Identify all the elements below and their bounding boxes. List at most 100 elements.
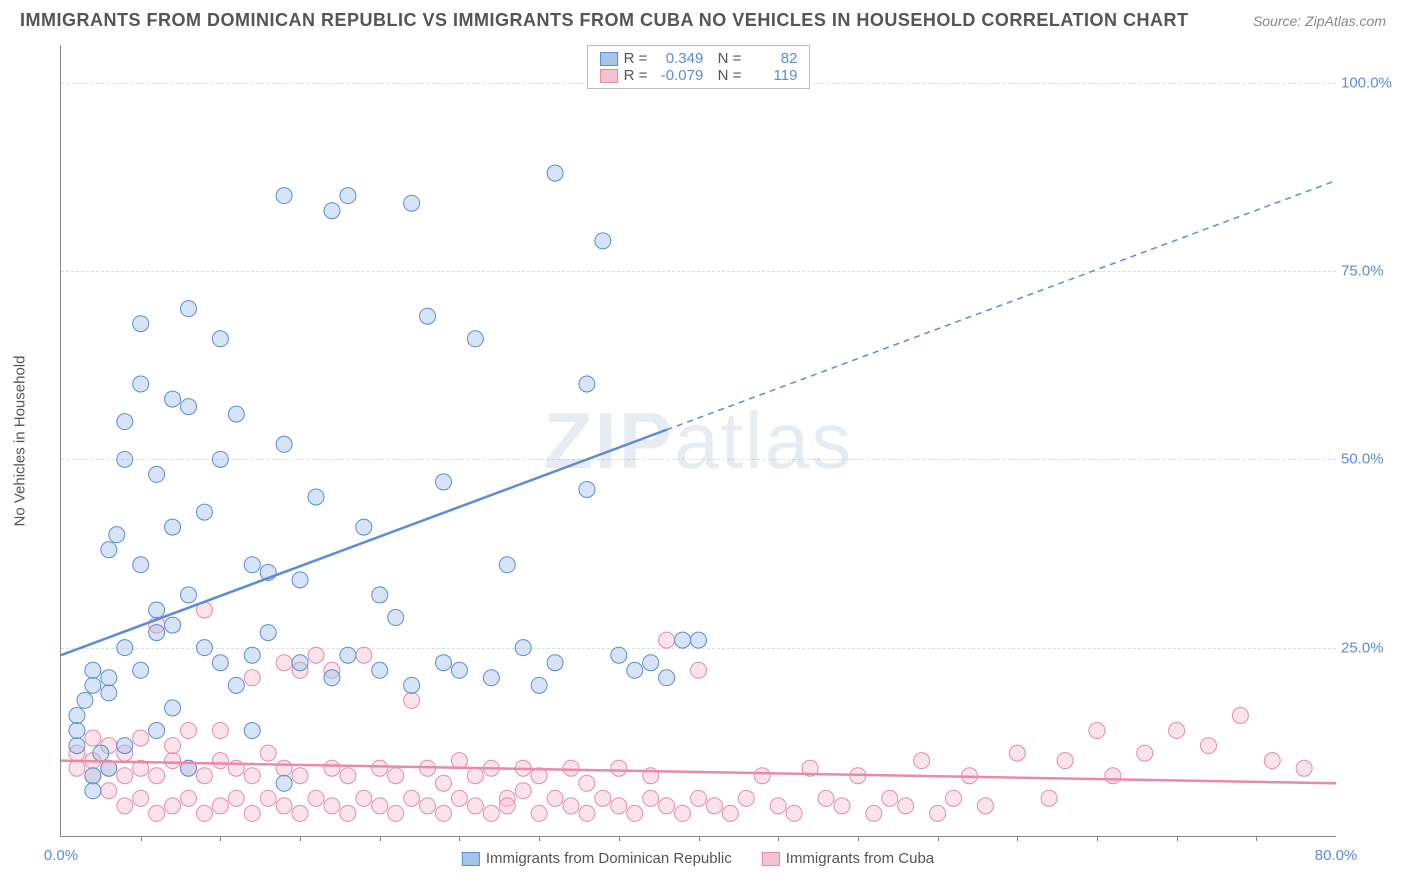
scatter-point — [69, 707, 85, 723]
scatter-point — [1089, 723, 1105, 739]
scatter-point — [212, 798, 228, 814]
scatter-point — [292, 768, 308, 784]
scatter-point — [1296, 760, 1312, 776]
scatter-point — [356, 519, 372, 535]
scatter-point — [324, 670, 340, 686]
scatter-point — [276, 760, 292, 776]
scatter-point — [308, 647, 324, 663]
scatter-point — [324, 760, 340, 776]
r-value-dominican: 0.349 — [653, 50, 703, 67]
scatter-point — [340, 188, 356, 204]
scatter-point — [1169, 723, 1185, 739]
scatter-point — [69, 723, 85, 739]
scatter-point — [1105, 768, 1121, 784]
scatter-point — [149, 723, 165, 739]
scatter-point — [244, 670, 260, 686]
scatter-point — [388, 610, 404, 626]
scatter-point — [260, 625, 276, 641]
scatter-point — [611, 760, 627, 776]
scatter-point — [292, 655, 308, 671]
scatter-point — [786, 805, 802, 821]
scatter-point — [611, 647, 627, 663]
scatter-point — [898, 798, 914, 814]
scatter-point — [1232, 707, 1248, 723]
scatter-point — [404, 677, 420, 693]
scatter-point — [436, 474, 452, 490]
scatter-point — [770, 798, 786, 814]
scatter-point — [165, 700, 181, 716]
scatter-point — [292, 572, 308, 588]
scatter-point — [563, 760, 579, 776]
scatter-point — [499, 798, 515, 814]
swatch-dominican — [462, 852, 480, 866]
scatter-point — [228, 790, 244, 806]
scatter-point — [181, 723, 197, 739]
scatter-point — [1137, 745, 1153, 761]
scatter-point — [276, 775, 292, 791]
y-axis-label: No Vehicles in Household — [12, 356, 29, 527]
scatter-point — [212, 655, 228, 671]
scatter-point — [244, 805, 260, 821]
scatter-point — [228, 677, 244, 693]
scatter-point — [675, 805, 691, 821]
scatter-point — [372, 662, 388, 678]
scatter-point — [547, 165, 563, 181]
scatter-point — [372, 760, 388, 776]
scatter-point — [149, 602, 165, 618]
scatter-point — [212, 331, 228, 347]
r-label: R = — [624, 67, 648, 84]
x-tick-label: 0.0% — [44, 847, 78, 864]
scatter-point — [627, 805, 643, 821]
swatch-dominican — [600, 52, 618, 66]
scatter-point — [404, 790, 420, 806]
scatter-point — [834, 798, 850, 814]
scatter-point — [372, 798, 388, 814]
scatter-point — [340, 768, 356, 784]
scatter-point — [117, 798, 133, 814]
series-legend: Immigrants from Dominican Republic Immig… — [462, 850, 934, 867]
scatter-point — [109, 527, 125, 543]
scatter-point — [133, 790, 149, 806]
scatter-point — [595, 233, 611, 249]
scatter-point — [754, 768, 770, 784]
trend-line-solid — [61, 430, 667, 655]
legend-row-dominican: R = 0.349 N = 82 — [600, 50, 798, 67]
x-tick-mark — [858, 836, 859, 841]
scatter-point — [260, 790, 276, 806]
x-tick-mark — [1256, 836, 1257, 841]
scatter-point — [595, 790, 611, 806]
scatter-point — [149, 768, 165, 784]
scatter-point — [212, 753, 228, 769]
scatter-point — [499, 557, 515, 573]
scatter-point — [165, 753, 181, 769]
x-tick-mark — [1017, 836, 1018, 841]
scatter-point — [117, 414, 133, 430]
scatter-point — [436, 805, 452, 821]
scatter-point — [244, 768, 260, 784]
x-tick-label: 80.0% — [1315, 847, 1358, 864]
scatter-point — [467, 331, 483, 347]
x-tick-mark — [619, 836, 620, 841]
chart-area: No Vehicles in Household ZIPatlas R = 0.… — [60, 45, 1336, 837]
x-tick-mark — [459, 836, 460, 841]
scatter-plot-svg — [61, 45, 1336, 836]
scatter-point — [117, 640, 133, 656]
scatter-point — [212, 723, 228, 739]
scatter-point — [260, 745, 276, 761]
scatter-point — [882, 790, 898, 806]
scatter-point — [467, 768, 483, 784]
scatter-point — [451, 662, 467, 678]
scatter-point — [324, 798, 340, 814]
scatter-point — [149, 805, 165, 821]
y-tick-label: 100.0% — [1341, 74, 1396, 91]
scatter-point — [675, 632, 691, 648]
scatter-point — [69, 760, 85, 776]
scatter-point — [579, 481, 595, 497]
scatter-point — [691, 632, 707, 648]
scatter-point — [308, 489, 324, 505]
scatter-point — [149, 625, 165, 641]
scatter-point — [133, 376, 149, 392]
scatter-point — [451, 790, 467, 806]
scatter-point — [181, 301, 197, 317]
scatter-point — [93, 745, 109, 761]
